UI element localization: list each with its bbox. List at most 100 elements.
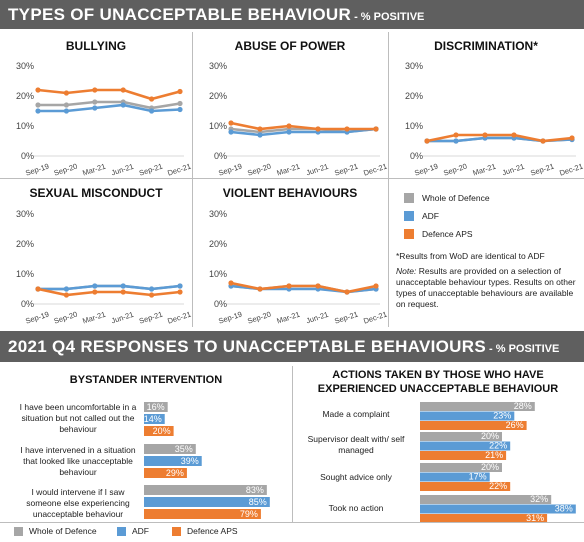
data-point-defence-aps xyxy=(120,87,126,93)
y-tick-label: 20% xyxy=(209,91,227,101)
bar-adf xyxy=(420,504,576,514)
bar-value-label: 38% xyxy=(555,504,573,514)
y-tick-label: 30% xyxy=(405,61,423,71)
chart-title-discrimination: DISCRIMINATION* xyxy=(434,39,538,53)
data-point-defence-aps xyxy=(286,283,292,289)
data-point-adf xyxy=(120,102,126,108)
data-point-adf xyxy=(149,108,155,114)
x-tick-label: Sep-21 xyxy=(529,162,555,178)
x-tick-label: Sep-20 xyxy=(246,162,272,178)
x-tick-label: Sep-20 xyxy=(53,310,79,326)
x-tick-label: Sep-21 xyxy=(333,310,359,326)
y-tick-label: 30% xyxy=(209,61,227,71)
bar-value-label: 21% xyxy=(485,450,503,460)
y-tick-label: 30% xyxy=(16,209,34,219)
x-tick-label: Jun-21 xyxy=(305,162,330,178)
x-tick-label: Jun-21 xyxy=(110,162,135,178)
bystander-title: BYSTANDER INTERVENTION xyxy=(69,374,223,386)
y-tick-label: 10% xyxy=(209,269,227,279)
data-point-defence-aps xyxy=(92,87,98,93)
data-point-adf xyxy=(286,129,292,135)
x-tick-label: Mar-21 xyxy=(472,162,497,178)
data-point-defence-aps xyxy=(315,283,321,289)
legend-label: ADF xyxy=(422,211,439,221)
data-point-adf xyxy=(120,283,126,289)
data-point-whole-of-defence xyxy=(63,102,69,108)
data-point-defence-aps xyxy=(149,96,155,102)
data-point-defence-aps xyxy=(373,126,379,132)
bar-chart-actions: 28%23%26%20%22%21%20%17%22%32%38%31% xyxy=(420,401,576,522)
bar-chart-bystander: 16% 14% 20% 35% 39% 29% 83% 85% 79% xyxy=(144,402,270,519)
y-tick-label: 10% xyxy=(16,269,34,279)
x-tick-label: Dec-21 xyxy=(362,162,388,178)
x-tick-label: Sep-19 xyxy=(24,310,50,326)
actions-label: Sought advice only xyxy=(320,472,392,482)
series-line-adf xyxy=(38,284,181,291)
data-point-adf xyxy=(63,286,69,292)
x-tick-label: Sep-20 xyxy=(53,162,79,178)
x-tick-label: Sep-19 xyxy=(24,162,50,178)
data-point-defence-aps xyxy=(315,126,321,132)
bar-defence-aps xyxy=(144,509,261,519)
data-point-adf xyxy=(63,108,69,114)
data-point-defence-aps xyxy=(453,132,459,138)
data-point-defence-aps xyxy=(228,280,234,286)
bar-whole-of-defence xyxy=(420,432,502,441)
x-tick-label: Sep-19 xyxy=(217,162,243,178)
grid-divider xyxy=(0,522,584,523)
legend-swatch xyxy=(117,527,126,536)
y-tick-label: 20% xyxy=(16,91,34,101)
bar-value-label: 16% xyxy=(147,402,165,412)
bar-whole-of-defence xyxy=(144,485,267,495)
series-line-defence-aps xyxy=(426,133,573,143)
series-line-adf xyxy=(38,103,181,113)
bar-value-label: 29% xyxy=(166,468,184,478)
actions-title: ACTIONS TAKEN BY THOSE WHO HAVE EXPERIEN… xyxy=(317,369,559,395)
chart-title-abuse-of-power: ABUSE OF POWER xyxy=(234,39,346,53)
legend-label: Whole of Defence xyxy=(29,526,97,536)
series-line-defence-aps xyxy=(37,88,181,101)
x-tick-label: Sep-20 xyxy=(442,162,468,178)
data-point-defence-aps xyxy=(344,289,350,295)
bystander-label: I have been uncomfortable in a situation… xyxy=(19,402,137,434)
bar-defence-aps xyxy=(420,421,527,430)
y-tick-label: 10% xyxy=(405,121,423,131)
bar-whole-of-defence xyxy=(144,444,196,454)
chart-title-bullying: BULLYING xyxy=(65,39,127,53)
bar-value-label: 32% xyxy=(530,494,548,504)
legend-swatch xyxy=(172,527,181,536)
x-tick-label: Dec-21 xyxy=(558,162,584,178)
data-point-defence-aps xyxy=(35,87,41,93)
data-point-defence-aps xyxy=(120,289,126,295)
data-point-defence-aps xyxy=(257,126,263,132)
grid-divider xyxy=(0,178,584,179)
x-tick-label: Sep-21 xyxy=(138,310,164,326)
data-point-defence-aps xyxy=(92,289,98,295)
y-tick-label: 10% xyxy=(16,121,34,131)
legend-label: Whole of Defence xyxy=(422,193,490,203)
data-point-adf xyxy=(453,138,459,144)
bar-value-label: 39% xyxy=(181,456,199,466)
x-tick-label: Dec-21 xyxy=(362,310,388,326)
bar-value-label: 20% xyxy=(481,431,499,441)
bar-value-label: 20% xyxy=(153,426,171,436)
data-point-adf xyxy=(149,286,155,292)
actions-label: Took no action xyxy=(328,503,384,513)
section-header-types: TYPES OF UNACCEPTABLE BEHAVIOUR - % POSI… xyxy=(0,0,584,29)
wod-note: *Results from WoD are identical to ADF xyxy=(396,251,545,261)
bar-defence-aps xyxy=(144,426,174,436)
x-tick-label: Dec-21 xyxy=(166,310,192,326)
y-tick-label: 30% xyxy=(209,209,227,219)
series-line-adf xyxy=(230,127,377,137)
bar-whole-of-defence xyxy=(420,402,535,411)
y-tick-label: 0% xyxy=(21,299,34,309)
x-tick-label: Jun-21 xyxy=(305,310,330,326)
series-line-defence-aps xyxy=(37,287,181,297)
bar-defence-aps xyxy=(144,468,187,478)
y-tick-label: 0% xyxy=(21,151,34,161)
bar-value-label: 17% xyxy=(469,472,487,482)
data-point-adf xyxy=(228,129,234,135)
bar-value-label: 22% xyxy=(489,441,507,451)
legend-label: Defence APS xyxy=(187,526,238,536)
y-tick-label: 20% xyxy=(16,239,34,249)
